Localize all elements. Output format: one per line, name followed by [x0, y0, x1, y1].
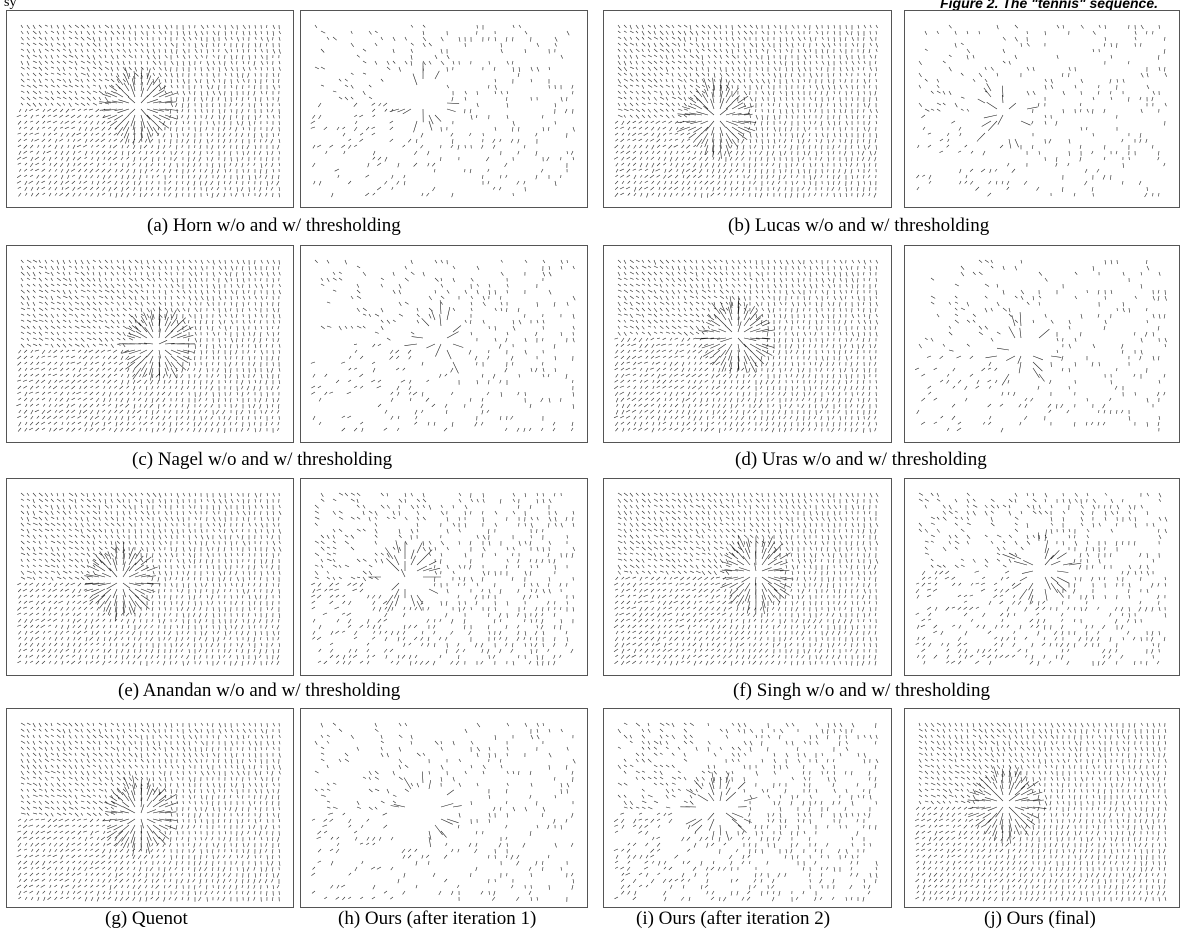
- flow-field-graphic: [613, 24, 878, 198]
- flow-field-graphic: [914, 722, 1167, 902]
- caption-i: (i) Ours (after iteration 2): [636, 908, 831, 929]
- flow-field-graphic: [311, 492, 575, 666]
- caption-f: (f) Singh w/o and w/ thresholding: [733, 680, 991, 701]
- panel-singh-raw: [603, 478, 892, 676]
- panel-ours-iteration-1: [300, 708, 588, 908]
- flow-field-graphic: [310, 259, 576, 432]
- flow-field-graphic: [16, 259, 281, 434]
- caption-a: (a) Horn w/o and w/ thresholding: [147, 215, 401, 236]
- flow-field-graphic: [310, 24, 575, 198]
- panel-quenot: [6, 708, 294, 908]
- caption-b: (b) Lucas w/o and w/ thresholding: [728, 215, 990, 236]
- flow-field-graphic: [16, 24, 281, 198]
- panel-nagel-thresholded: [300, 245, 588, 443]
- panel-nagel-raw: [6, 245, 294, 443]
- flow-field-graphic: [914, 259, 1167, 433]
- panel-anandan-thresholded: [300, 478, 588, 676]
- caption-d: (d) Uras w/o and w/ thresholding: [735, 449, 987, 470]
- flow-field-graphic: [16, 722, 281, 902]
- caption-j: (j) Ours (final): [984, 908, 1096, 929]
- flow-field-graphic: [916, 24, 1167, 198]
- panel-ours-final: [904, 708, 1180, 908]
- panel-horn-thresholded: [300, 10, 588, 208]
- flow-field-graphic: [613, 722, 879, 902]
- caption-g: (g) Quenot: [105, 908, 188, 929]
- flow-field-graphic: [613, 492, 879, 666]
- panel-uras-raw: [603, 245, 892, 443]
- panel-singh-thresholded: [904, 478, 1180, 676]
- flow-field-graphic: [17, 492, 282, 667]
- panel-ours-iteration-2: [603, 708, 892, 908]
- header-left-fragment: sy: [4, 0, 17, 10]
- figure-title: Figure 2. The "tennis" sequence.: [940, 0, 1158, 11]
- page-header: sy Figure 2. The "tennis" sequence.: [0, 0, 1182, 11]
- panel-lucas-thresholded: [904, 10, 1180, 208]
- flow-field-graphic: [915, 492, 1168, 666]
- panel-horn-raw: [6, 10, 294, 208]
- panel-uras-thresholded: [904, 245, 1180, 443]
- caption-h: (h) Ours (after iteration 1): [338, 908, 537, 929]
- caption-e: (e) Anandan w/o and w/ thresholding: [118, 680, 401, 701]
- flow-field-graphic: [311, 722, 576, 902]
- panel-lucas-raw: [603, 10, 892, 208]
- caption-c: (c) Nagel w/o and w/ thresholding: [132, 449, 393, 470]
- panel-anandan-raw: [6, 478, 294, 676]
- flow-field-graphic: [613, 259, 879, 433]
